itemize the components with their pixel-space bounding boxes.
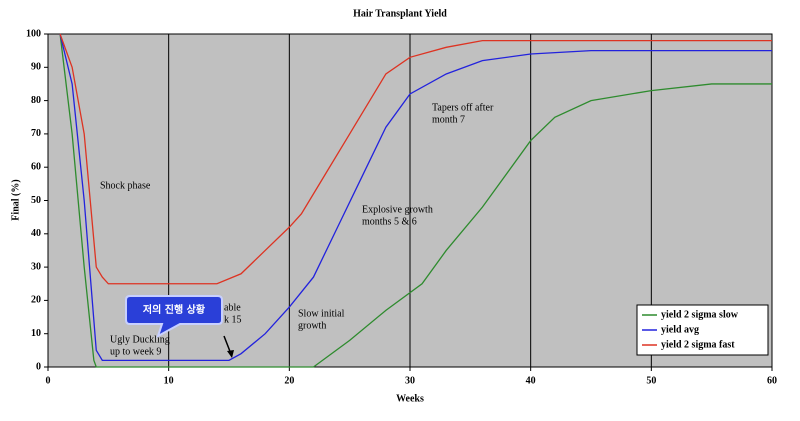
x-axis-label: Weeks: [396, 393, 424, 404]
annotation: Ugly Duckling: [110, 334, 170, 345]
annotation: Explosive growth: [362, 204, 433, 215]
y-tick-label: 20: [31, 295, 41, 306]
series-line: [59, 33, 772, 285]
x-tick-label: 60: [767, 375, 777, 386]
annotation: Tapers off after: [432, 102, 494, 113]
y-tick-label: 90: [31, 62, 41, 73]
y-tick-label: 60: [31, 161, 41, 172]
plot-border: [47, 33, 773, 368]
y-tick-label: 10: [31, 328, 41, 339]
annotation: growth: [298, 320, 326, 331]
legend-label: yield 2 sigma fast: [661, 339, 735, 350]
x-tick-label: 0: [46, 375, 51, 386]
y-tick-label: 40: [31, 228, 41, 239]
y-tick-label: 50: [31, 195, 41, 206]
y-tick-label: 30: [31, 261, 41, 272]
y-tick-label: 100: [26, 28, 41, 39]
y-tick-label: 70: [31, 128, 41, 139]
x-tick-label: 30: [405, 375, 415, 386]
series-line: [59, 33, 772, 361]
chart-title: Hair Transplant Yield: [353, 8, 447, 19]
x-tick-label: 10: [164, 375, 174, 386]
y-tick-label: 0: [36, 361, 41, 372]
annotation: up to week 9: [110, 346, 161, 357]
callout-bubble: [125, 295, 223, 339]
legend-label: yield 2 sigma slow: [661, 309, 739, 320]
annotation: Shock phase: [100, 180, 151, 191]
callout-text: 저의 진행 상황: [143, 303, 206, 316]
annotation: k 15: [224, 314, 242, 325]
annotation: month 7: [432, 114, 465, 125]
x-tick-label: 40: [526, 375, 536, 386]
annotation: able: [224, 302, 241, 313]
annotation: months 5 & 6: [362, 216, 417, 227]
annotation: Slow initial: [298, 308, 345, 319]
series-line: [59, 33, 772, 368]
x-tick-label: 20: [284, 375, 294, 386]
legend-label: yield avg: [661, 324, 699, 335]
y-axis-label: Final (%): [10, 179, 21, 220]
arrow-head: [227, 350, 234, 358]
y-tick-label: 80: [31, 95, 41, 106]
legend-box: [636, 304, 769, 356]
x-tick-label: 50: [646, 375, 656, 386]
